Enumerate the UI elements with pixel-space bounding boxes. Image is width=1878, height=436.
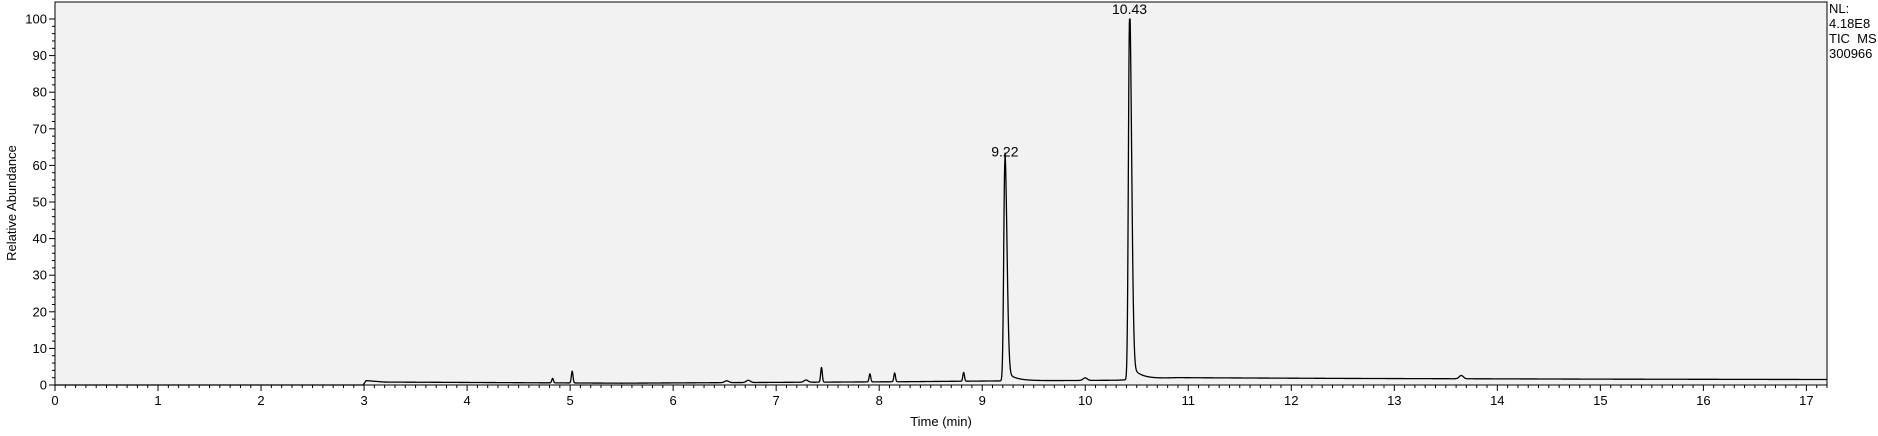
y-tick-label: 20 — [33, 304, 47, 319]
x-tick-label: 0 — [51, 393, 58, 408]
info-line: 300966 — [1829, 46, 1872, 61]
x-tick-label: 1 — [154, 393, 161, 408]
y-tick-label: 0 — [40, 378, 47, 393]
y-tick-label: 90 — [33, 48, 47, 63]
y-axis: 0 10 20 30 40 50 60 70 80 90 100 — [25, 12, 55, 393]
y-tick-label: 40 — [33, 231, 47, 246]
x-axis: 0 1 2 3 4 5 6 7 8 9 10 11 12 13 14 15 16 17 — [51, 385, 1828, 408]
x-tick-label: 11 — [1182, 393, 1196, 408]
x-tick-label: 14 — [1490, 393, 1504, 408]
info-line: 4.18E8 — [1829, 16, 1870, 31]
x-tick-label: 17 — [1799, 393, 1813, 408]
x-tick-label: 15 — [1593, 393, 1607, 408]
y-tick-label: 10 — [33, 341, 47, 356]
x-tick-label: 13 — [1387, 393, 1401, 408]
x-tick-label: 9 — [979, 393, 986, 408]
tic-trace — [54, 18, 1828, 386]
peak-label: 9.22 — [991, 144, 1018, 160]
x-tick-label: 5 — [566, 393, 573, 408]
y-tick-label: 50 — [33, 195, 47, 210]
y-tick-label: 70 — [33, 121, 47, 136]
y-tick-label: 80 — [33, 85, 47, 100]
y-tick-label: 60 — [33, 158, 47, 173]
x-tick-label: 12 — [1284, 393, 1298, 408]
peak-label: 10.43 — [1112, 1, 1147, 17]
x-axis-title: Time (min) — [910, 414, 972, 429]
y-axis-title: Relative Abundance — [4, 145, 19, 261]
plot-area — [54, 1, 1828, 386]
x-tick-label: 10 — [1078, 393, 1092, 408]
x-tick-label: 7 — [773, 393, 780, 408]
info-line: TIC MS — [1829, 31, 1877, 46]
y-tick-label: 100 — [25, 12, 47, 27]
x-tick-label: 2 — [257, 393, 264, 408]
info-line: NL: — [1829, 1, 1849, 16]
x-tick-label: 4 — [463, 393, 470, 408]
y-tick-label: 30 — [33, 268, 47, 283]
x-tick-label: 16 — [1696, 393, 1710, 408]
peak-labels: 9.22 10.43 — [991, 1, 1147, 160]
x-tick-label: 6 — [670, 393, 677, 408]
x-tick-label: 3 — [360, 393, 367, 408]
x-tick-label: 8 — [876, 393, 883, 408]
